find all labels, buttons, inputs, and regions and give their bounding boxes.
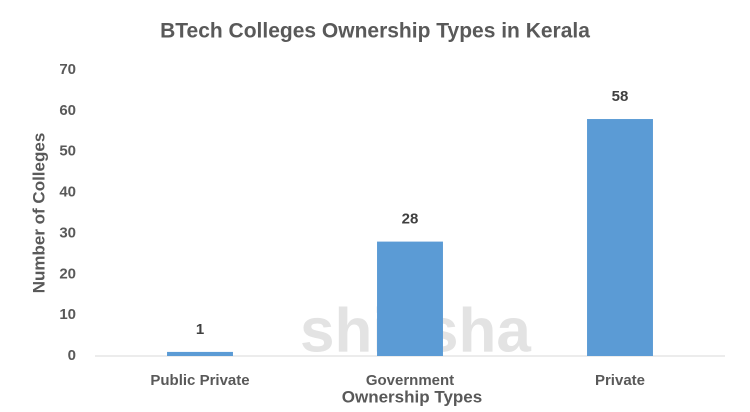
y-tick-label: 50 bbox=[59, 143, 76, 160]
y-tick-label: 30 bbox=[59, 224, 76, 241]
y-tick-label: 10 bbox=[59, 306, 76, 323]
x-tick-label: Public Private bbox=[150, 372, 249, 389]
data-label: 58 bbox=[612, 88, 629, 105]
y-tick-label: 0 bbox=[68, 347, 76, 364]
y-tick-label: 70 bbox=[59, 61, 76, 78]
y-tick-label: 20 bbox=[59, 265, 76, 282]
data-label: 1 bbox=[196, 321, 204, 338]
x-axis-label: Ownership Types bbox=[342, 387, 482, 406]
x-tick-label: Private bbox=[595, 372, 645, 389]
chart-title: BTech Colleges Ownership Types in Kerala bbox=[160, 20, 590, 43]
bar bbox=[167, 351, 233, 356]
y-tick-label: 40 bbox=[59, 184, 76, 201]
data-label: 28 bbox=[402, 211, 419, 228]
bar bbox=[377, 241, 443, 356]
x-tick-label: Government bbox=[366, 372, 454, 389]
y-tick-label: 60 bbox=[59, 102, 76, 119]
y-axis-label: Number of Colleges bbox=[29, 133, 48, 294]
bar bbox=[587, 119, 653, 357]
